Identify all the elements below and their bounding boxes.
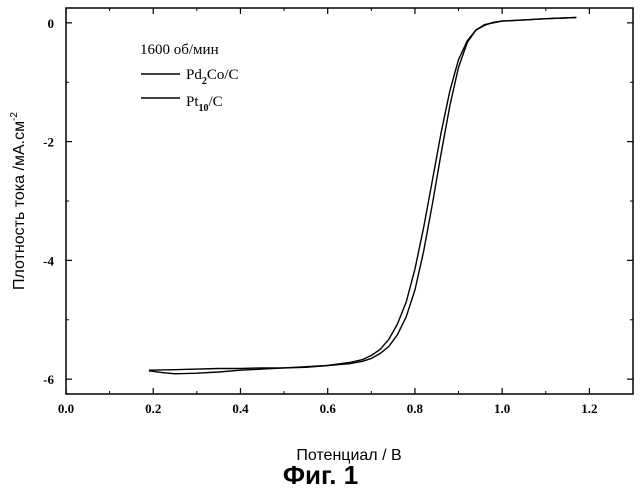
legend-title: 1600 об/мин <box>140 42 219 58</box>
x-tick-label: 0.4 <box>232 401 249 416</box>
y-tick-label: -4 <box>43 253 54 268</box>
x-tick-label: 0.0 <box>58 401 74 416</box>
legend: 1600 об/мин Pd2Co/C Pt10/C <box>140 42 239 114</box>
y-tick-label: -6 <box>43 372 54 387</box>
svg-text:Плотность тока /мА.см-2: Плотность тока /мА.см-2 <box>9 112 28 290</box>
y-axis-title: Плотность тока /мА.см-2 <box>9 112 28 290</box>
x-axis-ticks: 0.0 0.2 0.4 0.6 0.8 1.0 1.2 <box>58 8 598 416</box>
x-tick-label: 1.2 <box>581 401 597 416</box>
x-tick-label: 0.2 <box>145 401 161 416</box>
y-axis-ticks: 0 -2 -4 -6 <box>43 16 633 387</box>
y-axis-label: Плотность тока /мА.см <box>11 121 28 290</box>
y-axis-unit-exponent: -2 <box>9 112 20 121</box>
x-tick-label: 1.0 <box>494 401 510 416</box>
legend-label-pt10: Pt10/C <box>186 94 223 114</box>
figure-caption: Фиг. 1 <box>0 460 641 491</box>
y-tick-label: 0 <box>48 16 55 31</box>
x-tick-label: 0.8 <box>407 401 424 416</box>
y-tick-label: -2 <box>43 135 54 150</box>
plot-area: 0.0 0.2 0.4 0.6 0.8 1.0 1.2 0 -2 -4 -6 <box>43 8 633 416</box>
x-tick-label: 0.6 <box>320 401 337 416</box>
plot-frame <box>66 8 633 394</box>
legend-label-pd2co: Pd2Co/C <box>186 67 239 87</box>
